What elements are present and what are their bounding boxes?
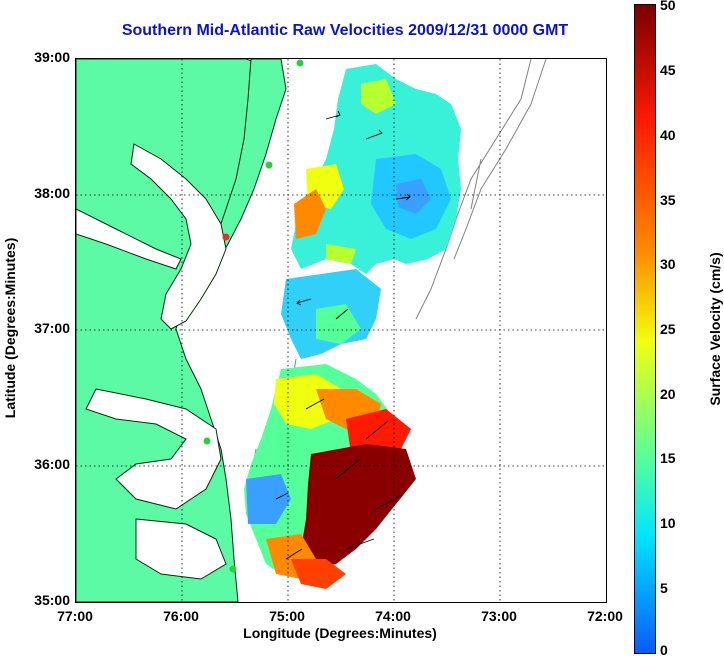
pamlico-sound — [135, 518, 227, 580]
x-tick: 77:00 — [57, 608, 93, 624]
radar-sites — [203, 59, 304, 573]
potomac-river — [76, 208, 182, 270]
y-tick: 35:00 — [34, 592, 70, 608]
colorbar-tick: 45 — [660, 62, 676, 78]
x-axis-label: Longitude (Degrees:Minutes) — [243, 625, 437, 641]
colorbar-tick: 50 — [660, 0, 676, 13]
colorbar-tick: 35 — [660, 192, 676, 208]
x-tick: 72:00 — [587, 608, 623, 624]
colorbar-tick: 20 — [660, 386, 676, 402]
colorbar — [634, 4, 656, 654]
colorbar-gradient — [635, 5, 655, 653]
colorbar-label: Surface Velocity (cm/s) — [707, 252, 723, 406]
radar-site — [203, 437, 211, 445]
velocity-field-middle — [281, 269, 381, 359]
current-vectors — [275, 110, 411, 560]
colorbar-tick: 5 — [660, 580, 668, 596]
chart-title: Southern Mid-Atlantic Raw Velocities 200… — [121, 22, 569, 39]
colorbar-tick: 30 — [660, 256, 676, 272]
map-svg — [76, 59, 606, 602]
radar-site — [296, 59, 304, 67]
chesapeake-bay — [130, 143, 227, 330]
x-tick: 75:00 — [269, 608, 305, 624]
colorbar-tick: 0 — [660, 642, 668, 658]
y-tick: 39:00 — [34, 49, 70, 65]
velocity-field-south — [244, 364, 416, 589]
lat-lon-grid — [76, 59, 606, 602]
radar-site — [229, 565, 237, 573]
colorbar-tick: 25 — [660, 321, 676, 337]
y-tick: 38:00 — [34, 185, 70, 201]
radar-site — [265, 161, 273, 169]
x-tick: 73:00 — [481, 608, 517, 624]
colorbar-tick: 15 — [660, 450, 676, 466]
y-tick: 36:00 — [34, 456, 70, 472]
y-axis-label: Latitude (Degrees:Minutes) — [2, 237, 18, 419]
radar-site — [222, 233, 230, 241]
delmarva-peninsula — [213, 59, 287, 266]
velocity-field-north — [291, 64, 461, 274]
colorbar-tick: 40 — [660, 127, 676, 143]
x-tick: 74:00 — [375, 608, 411, 624]
sound-water — [85, 388, 222, 510]
map-panel[interactable] — [75, 58, 607, 603]
y-tick: 37:00 — [34, 320, 70, 336]
x-tick: 76:00 — [163, 608, 199, 624]
colorbar-tick: 10 — [660, 515, 676, 531]
